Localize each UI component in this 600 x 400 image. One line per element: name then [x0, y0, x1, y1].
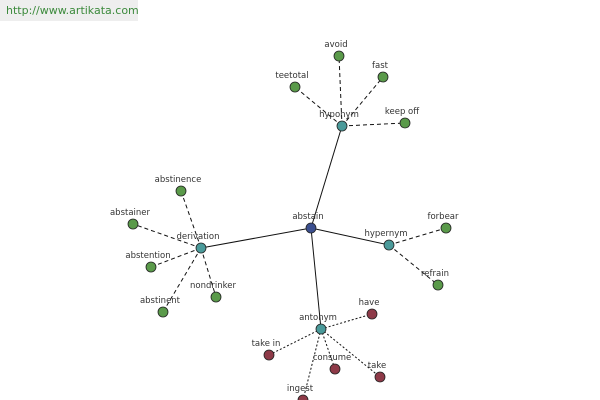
word-label: teetotal — [275, 71, 308, 81]
word-label: hypernym — [364, 229, 407, 239]
edge — [341, 122, 406, 127]
word-node[interactable] — [329, 363, 341, 375]
edge — [200, 247, 217, 298]
word-label: antonym — [299, 313, 337, 323]
edge — [180, 190, 202, 249]
word-node[interactable] — [195, 242, 207, 254]
word-node[interactable] — [175, 185, 187, 197]
word-node[interactable] — [127, 218, 139, 230]
word-label: take in — [252, 339, 281, 349]
edge — [294, 86, 343, 127]
word-node[interactable] — [374, 371, 386, 383]
word-label: abstain — [292, 212, 323, 222]
word-label: derivation — [176, 232, 219, 242]
word-label: abstainer — [110, 208, 151, 218]
word-label: have — [359, 298, 380, 308]
word-node[interactable] — [336, 120, 348, 132]
word-label: abstention — [125, 251, 170, 261]
word-node[interactable] — [305, 222, 317, 234]
word-label: hyponym — [319, 110, 359, 120]
word-node[interactable] — [145, 261, 157, 273]
edge — [320, 328, 381, 378]
edge — [388, 244, 439, 286]
word-node[interactable] — [210, 291, 222, 303]
word-node[interactable] — [157, 306, 169, 318]
word-node[interactable] — [297, 394, 309, 400]
word-node[interactable] — [366, 308, 378, 320]
word-label: abstinence — [155, 175, 202, 185]
site-url[interactable]: http://www.artikata.com — [0, 0, 139, 21]
word-node[interactable] — [333, 50, 345, 62]
edge — [320, 313, 373, 330]
word-label: refrain — [421, 269, 449, 279]
edge — [302, 328, 322, 400]
word-node[interactable] — [399, 117, 411, 129]
edge — [341, 76, 384, 127]
word-node[interactable] — [377, 71, 389, 83]
word-node[interactable] — [289, 81, 301, 93]
word-label: forbear — [427, 212, 459, 222]
edge — [132, 223, 202, 249]
word-label: abstinent — [140, 296, 181, 306]
edge — [310, 227, 322, 330]
word-node[interactable] — [263, 349, 275, 361]
edge — [310, 227, 390, 246]
edge — [150, 247, 202, 268]
edge — [338, 55, 343, 127]
word-label: consume — [313, 353, 352, 363]
edge — [310, 125, 343, 229]
word-label: fast — [372, 61, 389, 71]
word-node[interactable] — [432, 279, 444, 291]
edge — [320, 328, 336, 370]
word-label: nondrinker — [190, 281, 236, 291]
word-node[interactable] — [383, 239, 395, 251]
word-label: keep off — [385, 107, 420, 117]
edge — [200, 227, 312, 249]
word-label: avoid — [324, 40, 347, 50]
edge — [268, 328, 322, 356]
word-node[interactable] — [440, 222, 452, 234]
word-node[interactable] — [315, 323, 327, 335]
edge — [162, 247, 202, 313]
edge — [388, 227, 447, 246]
word-label: ingest — [287, 384, 314, 394]
word-label: take — [368, 361, 386, 371]
